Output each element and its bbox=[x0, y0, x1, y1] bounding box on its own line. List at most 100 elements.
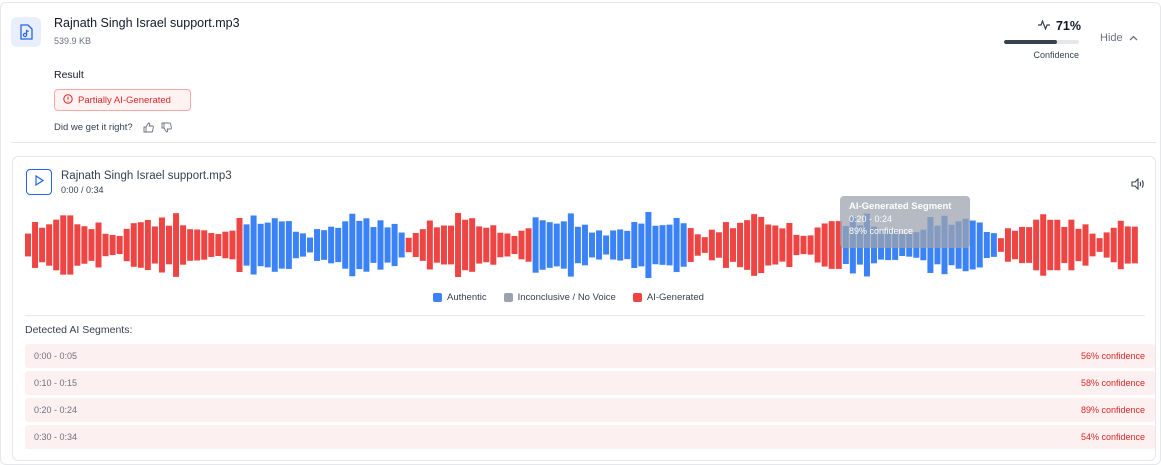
result-badge-text: Partially AI-Generated bbox=[78, 94, 171, 106]
waveform-bar bbox=[553, 223, 560, 267]
waveform-bar bbox=[53, 219, 60, 271]
waveform-bar bbox=[356, 220, 363, 270]
waveform-bar bbox=[589, 232, 595, 258]
legend-label: AI-Generated bbox=[646, 292, 704, 303]
volume-icon[interactable] bbox=[1131, 177, 1145, 191]
segment-row[interactable]: 0:30 - 0:34 54% confidence bbox=[25, 425, 1155, 449]
segment-range: 0:30 - 0:34 bbox=[34, 432, 78, 442]
waveform-bar bbox=[828, 221, 835, 269]
thumbs-down-icon[interactable] bbox=[161, 121, 173, 133]
waveform-legend: Authentic Inconclusive / No Voice AI-Gen… bbox=[433, 292, 704, 303]
waveform-bar bbox=[173, 213, 180, 277]
waveform-bar bbox=[194, 229, 201, 261]
waveform-bar bbox=[1096, 238, 1103, 252]
waveform-bar bbox=[1004, 228, 1011, 262]
confidence-bar-fill bbox=[1004, 40, 1058, 44]
segment-row[interactable]: 0:20 - 0:24 89% confidence bbox=[25, 398, 1155, 422]
play-button[interactable] bbox=[26, 169, 52, 195]
waveform-bar bbox=[123, 228, 130, 262]
waveform-bar bbox=[680, 223, 687, 267]
waveform-bar bbox=[631, 222, 638, 268]
waveform-bar bbox=[229, 230, 236, 260]
waveform-bar bbox=[384, 227, 391, 263]
waveform-bar bbox=[208, 233, 215, 257]
waveform-bar bbox=[560, 221, 567, 269]
activity-icon bbox=[1037, 17, 1050, 35]
waveform-bar bbox=[257, 223, 264, 267]
thumbs-up-icon[interactable] bbox=[143, 121, 155, 133]
waveform-bar bbox=[39, 227, 46, 263]
waveform-bar bbox=[610, 230, 617, 260]
hide-button[interactable]: Hide bbox=[1100, 32, 1138, 44]
waveform-bar bbox=[1054, 219, 1061, 271]
waveform-bar bbox=[426, 220, 433, 270]
waveform-bar bbox=[652, 225, 659, 265]
waveform-bar bbox=[687, 228, 694, 262]
segment-range: 0:20 - 0:24 bbox=[34, 405, 78, 415]
waveform-bar bbox=[74, 224, 81, 266]
waveform-bar bbox=[95, 222, 102, 268]
waveform-bar bbox=[596, 230, 603, 260]
waveform-bar bbox=[1075, 228, 1082, 262]
waveform-bar bbox=[363, 218, 370, 272]
waveform-bar bbox=[807, 235, 814, 255]
waveform-bar bbox=[1117, 220, 1124, 270]
waveform-bar bbox=[800, 235, 807, 255]
waveform-bar bbox=[793, 234, 800, 256]
segment-confidence: 54% confidence bbox=[1080, 432, 1145, 442]
waveform-bar bbox=[88, 229, 95, 261]
confidence-bar bbox=[1004, 40, 1079, 44]
waveform-bar bbox=[328, 226, 335, 264]
confidence-percent: 71% bbox=[1055, 19, 1081, 33]
waveform-bar bbox=[299, 233, 306, 257]
waveform-bar bbox=[567, 213, 574, 277]
waveform-bar bbox=[349, 213, 356, 277]
waveform-bar bbox=[708, 229, 715, 261]
waveform-bar bbox=[617, 229, 624, 261]
waveform-bar bbox=[786, 222, 793, 268]
segment-range: 0:10 - 0:15 bbox=[34, 378, 78, 388]
legend-item-inconclusive: Inconclusive / No Voice bbox=[503, 292, 616, 303]
segment-range: 0:00 - 0:05 bbox=[34, 351, 78, 361]
waveform-bar bbox=[448, 225, 454, 265]
waveform-bar bbox=[1103, 232, 1110, 258]
waveform-bar bbox=[440, 225, 447, 265]
audio-player: Rajnath Singh Israel support.mp3 0:00 / … bbox=[12, 156, 1156, 461]
waveform-bar bbox=[215, 234, 222, 256]
waveform-bar bbox=[419, 229, 426, 261]
waveform-bar bbox=[109, 235, 116, 255]
segment-row[interactable]: 0:10 - 0:15 58% confidence bbox=[25, 371, 1155, 395]
hide-button-label: Hide bbox=[1100, 32, 1123, 44]
waveform-bar bbox=[1019, 226, 1026, 264]
waveform-bar bbox=[574, 226, 581, 264]
waveform-bar bbox=[46, 224, 53, 266]
waveform-bar bbox=[271, 218, 278, 272]
waveform-bar bbox=[525, 228, 532, 262]
segment-row[interactable]: 0:00 - 0:05 56% confidence bbox=[25, 344, 1155, 368]
waveform-bar bbox=[518, 230, 525, 260]
waveform-bar bbox=[490, 225, 497, 265]
waveform-bar bbox=[335, 227, 342, 263]
feedback-question: Did we get it right? bbox=[54, 121, 133, 133]
waveform-bar bbox=[342, 221, 349, 269]
waveform-bar bbox=[60, 215, 67, 275]
file-size: 539.9 KB bbox=[54, 36, 92, 46]
waveform-bar bbox=[278, 221, 285, 269]
confidence-label: Confidence bbox=[1033, 50, 1079, 60]
legend-label: Authentic bbox=[447, 292, 487, 303]
waveform-bar bbox=[1033, 219, 1040, 271]
player-title: Rajnath Singh Israel support.mp3 bbox=[61, 170, 232, 182]
waveform-bar bbox=[476, 226, 483, 264]
waveform-bar bbox=[1089, 233, 1096, 257]
waveform-bar bbox=[391, 223, 398, 267]
waveform-bar bbox=[243, 224, 250, 266]
divider bbox=[25, 315, 1145, 316]
waveform-bar bbox=[997, 238, 1004, 252]
waveform-bar bbox=[603, 235, 610, 255]
waveform[interactable] bbox=[25, 205, 1145, 285]
waveform-bar bbox=[158, 217, 165, 273]
waveform-bar bbox=[370, 227, 377, 263]
waveform-bar bbox=[532, 217, 539, 273]
waveform-bar bbox=[624, 230, 631, 260]
